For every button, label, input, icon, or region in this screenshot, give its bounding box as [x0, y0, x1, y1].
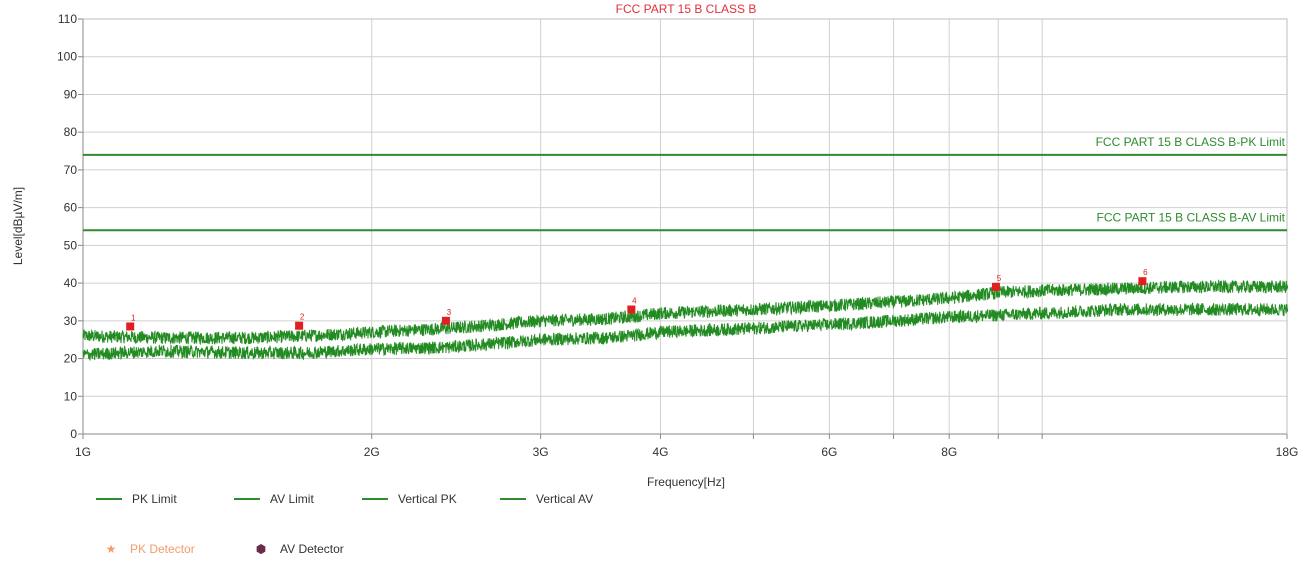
detector-marker: [126, 322, 135, 331]
detector-marker: [1138, 277, 1147, 286]
legend-item-pk-limit[interactable]: PK Limit: [96, 492, 177, 506]
legend-label-av-limit: AV Limit: [270, 492, 314, 506]
legend-label-vertical-av: Vertical AV: [536, 492, 594, 506]
legend-item-pk-detector[interactable]: ★ PK Detector: [104, 542, 195, 556]
y-tick-label: 110: [58, 12, 77, 26]
legend-item-vertical-pk[interactable]: Vertical PK: [362, 492, 457, 506]
series-line: [82, 279, 1289, 346]
marker-layer: 1 2 3 4 5 6: [126, 268, 1148, 331]
marker-label: 1: [131, 313, 136, 322]
marker-label: 5: [997, 274, 1002, 283]
legend-item-av-detector[interactable]: ⬢ AV Detector: [254, 542, 344, 556]
limit-label: FCC PART 15 B CLASS B-AV Limit: [1096, 210, 1285, 224]
legend-swatch-vertical-pk: [362, 498, 388, 500]
y-tick-label: 30: [64, 314, 78, 328]
limit-label: FCC PART 15 B CLASS B-PK Limit: [1096, 135, 1286, 149]
detector-marker: [991, 282, 1000, 291]
x-tick-label: 3G: [533, 445, 549, 459]
x-tick-label: 6G: [821, 445, 837, 459]
axes: 0 10 20 30 40 50 60 70 80 90 100 110 1G 2G 3G 4G 6G 8G 18G: [57, 12, 1298, 459]
legend-item-av-limit[interactable]: AV Limit: [234, 492, 314, 506]
x-tick-label: 8G: [941, 445, 957, 459]
star-icon: ★: [105, 542, 117, 556]
trace-layer: [82, 279, 1289, 361]
legend-swatch-pk-limit: [96, 498, 122, 500]
grid-lines: [82, 18, 1288, 435]
limit-lines: FCC PART 15 B CLASS B-PK Limit FCC PART 1…: [83, 135, 1287, 232]
detector-marker: [295, 321, 304, 330]
marker-label: 2: [300, 313, 305, 322]
legend-swatch-av-limit: [234, 498, 260, 500]
hexagon-icon: ⬢: [255, 542, 267, 556]
legend-item-vertical-av[interactable]: Vertical AV: [500, 492, 593, 506]
legend-label-vertical-pk: Vertical PK: [398, 492, 457, 506]
x-tick-label: 18G: [1276, 445, 1299, 459]
legend-label-av-detector: AV Detector: [280, 542, 344, 556]
y-tick-label: 100: [57, 50, 77, 64]
detector-marker: [441, 316, 450, 325]
y-tick-label: 10: [64, 389, 78, 403]
x-tick-label: 4G: [652, 445, 668, 459]
y-tick-label: 60: [64, 201, 78, 215]
plot-frame: [82, 18, 1288, 435]
chart-title: FCC PART 15 B CLASS B: [616, 2, 757, 16]
y-tick-label: 40: [64, 276, 78, 290]
legend-label-pk-limit: PK Limit: [132, 492, 177, 506]
y-tick-label: 50: [64, 238, 78, 252]
x-tick-label: 2G: [364, 445, 380, 459]
y-tick-label: 20: [64, 352, 78, 366]
x-axis-title: Frequency[Hz]: [647, 475, 725, 489]
marker-label: 4: [632, 297, 637, 306]
marker-label: 6: [1143, 268, 1148, 277]
y-tick-label: 70: [64, 163, 78, 177]
y-tick-label: 80: [64, 125, 78, 139]
series-line: [82, 301, 1289, 361]
marker-label: 3: [447, 308, 452, 317]
legend-label-pk-detector: PK Detector: [130, 542, 195, 556]
legend-swatch-vertical-av: [500, 498, 526, 500]
x-tick-label: 1G: [75, 445, 91, 459]
detector-marker: [627, 305, 636, 314]
y-axis-title: Level[dBµV/m]: [11, 187, 25, 265]
y-tick-label: 0: [70, 427, 77, 441]
y-tick-label: 90: [64, 87, 78, 101]
